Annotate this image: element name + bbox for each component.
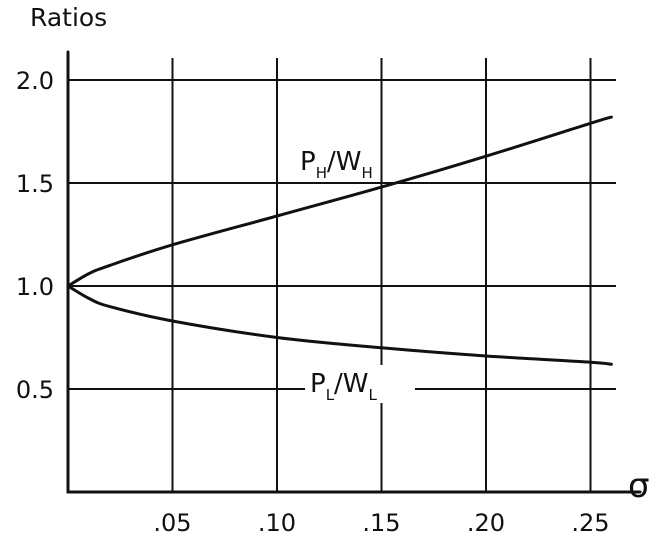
- y-tick-label-1: 1.0: [16, 273, 54, 301]
- series-label-pl-wl-p: P: [310, 369, 326, 399]
- x-tick-label-1: .10: [258, 509, 296, 536]
- series-label-ph-wh-sub1: H: [316, 164, 327, 182]
- x-tick-label-4: .25: [571, 509, 609, 536]
- y-tick-label-0: 0.5: [16, 376, 54, 404]
- x-tick-label-2: .15: [362, 509, 400, 536]
- x-tick-labels: .05 .10 .15 .20 .25: [153, 509, 609, 536]
- x-tick-label-0: .05: [153, 509, 191, 536]
- grid-lines: [68, 58, 616, 492]
- series-label-pl-wl-w: /W: [334, 369, 368, 399]
- series-label-pl-wl-sub1: L: [326, 386, 335, 404]
- y-axis-title: Ratios: [30, 3, 107, 32]
- series-label-pl-wl-sub2: L: [369, 386, 378, 404]
- axes: [66, 50, 642, 494]
- series-label-pl-wl: PL/WL: [310, 369, 378, 404]
- series-line-0: [66, 115, 613, 288]
- y-tick-label-2: 1.5: [16, 170, 54, 198]
- x-tick-label-3: .20: [467, 509, 505, 536]
- y-tick-labels: 0.5 1.0 1.5 2.0: [16, 67, 54, 404]
- series-label-ph-wh-w: /W: [327, 147, 361, 177]
- series-label-background: [305, 365, 415, 403]
- y-tick-label-3: 2.0: [16, 67, 54, 95]
- series-label-ph-wh-p: P: [300, 147, 316, 177]
- curves: [66, 115, 613, 366]
- series-line-1: [66, 284, 613, 366]
- x-axis-title: σ: [628, 466, 650, 506]
- series-label-ph-wh-sub2: H: [361, 164, 372, 182]
- series-label-ph-wh: PH/WH: [300, 147, 373, 182]
